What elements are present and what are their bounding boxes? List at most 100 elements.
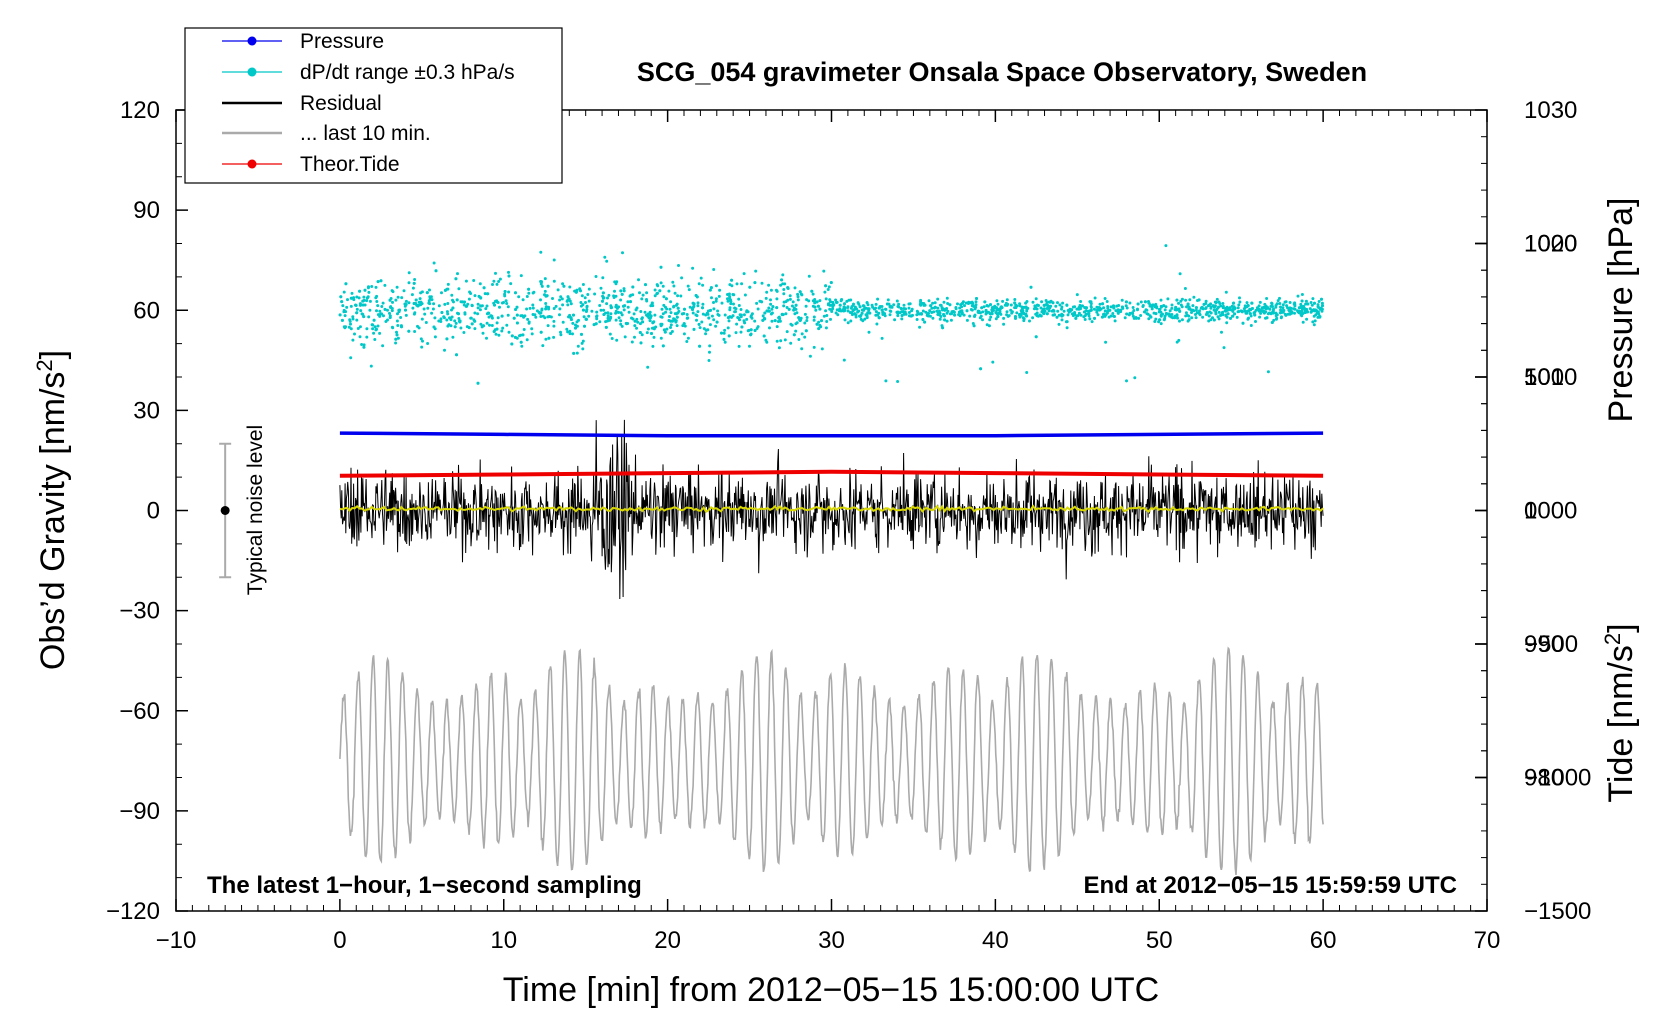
dpdt-point [356,327,360,330]
dpdt-point [900,317,904,321]
dpdt-point [938,317,942,321]
dpdt-point [754,269,758,273]
dpdt-point [382,314,385,318]
dpdt-point [1178,309,1182,313]
dpdt-point [476,302,480,306]
dpdt-point [586,293,590,296]
dpdt-point [388,316,392,319]
dpdt-point [709,286,713,290]
dpdt-point [1304,299,1308,303]
dpdt-point [1024,301,1028,305]
dpdt-point [973,314,976,318]
dpdt-point [965,318,969,322]
dpdt-point [820,347,824,351]
dpdt-point [491,283,494,286]
dpdt-point [484,307,488,311]
dpdt-point [391,290,395,294]
dpdt-point [803,335,807,339]
dpdt-point [895,299,899,303]
dpdt-point [428,288,431,292]
dpdt-point [1113,319,1117,323]
dpdt-point [753,281,757,285]
dpdt-point [669,331,673,335]
dpdt-point [791,300,795,304]
dpdt-point [500,314,504,318]
dpdt-point [517,295,521,299]
dpdt-point [785,330,789,334]
dpdt-point [394,341,398,345]
dpdt-point [907,306,911,310]
dpdt-point [885,302,889,306]
dpdt-point [426,342,430,345]
dpdt-point [602,296,606,300]
dpdt-point [558,307,562,311]
dpdt-point [574,323,577,327]
dpdt-point [840,298,844,302]
dpdt-point [1099,307,1103,311]
dpdt-point [1139,300,1143,304]
dpdt-point [781,313,785,317]
dpdt-point [1214,312,1218,316]
dpdt-point [571,321,575,325]
dpdt-point [551,297,554,300]
dpdt-point [568,285,572,289]
footer-left-label: The latest 1−hour, 1−second sampling [207,872,642,899]
dpdt-point [712,268,716,271]
dpdt-point [923,320,927,324]
dpdt-point [969,301,972,305]
dpdt-point [1183,287,1187,290]
dpdt-point [1095,310,1099,314]
dpdt-point [462,303,466,307]
dpdt-point [959,309,963,313]
dpdt-point [587,314,591,318]
dpdt-point [352,296,356,300]
dpdt-point [1309,301,1313,304]
dpdt-point [686,316,690,320]
dpdt-point [726,297,729,301]
dpdt-point [478,308,482,312]
dpdt-point [633,335,636,339]
dpdt-point [849,306,853,310]
x-tick-label: 0 [333,927,346,954]
residual-mean-line [339,504,1324,514]
dpdt-point [1079,304,1083,308]
dpdt-point [1147,317,1151,321]
dpdt-point [994,317,998,321]
dpdt-point [1105,300,1109,303]
dpdt-point [1215,307,1219,311]
y-left-tick-label: −90 [119,798,160,825]
dpdt-point [778,317,782,321]
dpdt-point [1054,304,1058,308]
dpdt-point [419,337,423,341]
dpdt-point [1258,300,1262,304]
dpdt-point [798,290,802,294]
dpdt-point [808,354,812,358]
dpdt-point [771,305,775,309]
dpdt-point [348,319,352,323]
dpdt-point [1093,296,1097,300]
dpdt-point [525,338,529,342]
dpdt-point [1211,316,1214,320]
dpdt-point [1120,298,1124,302]
legend-entry-pressure: Pressure [222,30,384,53]
dpdt-point [460,300,464,304]
dpdt-point [515,305,519,309]
dpdt-point [445,310,449,314]
dpdt-point [662,328,666,332]
dpdt-point [1284,300,1288,304]
dpdt-point [1112,304,1115,308]
dpdt-point [660,315,664,319]
dpdt-point [1178,319,1181,323]
dpdt-point [1245,305,1249,309]
dpdt-point [1197,298,1201,302]
dpdt-point [1170,306,1174,310]
dpdt-point [497,333,501,337]
dpdt-point [607,293,611,297]
dpdt-point [800,293,804,297]
last-10-min-line [339,646,1324,875]
dpdt-point [584,317,588,321]
dpdt-point [640,317,644,321]
dpdt-point [927,299,931,303]
dpdt-point [396,336,400,340]
dpdt-point [404,299,408,303]
